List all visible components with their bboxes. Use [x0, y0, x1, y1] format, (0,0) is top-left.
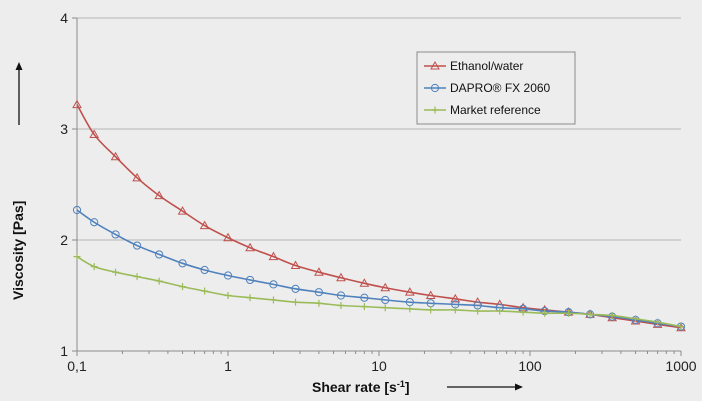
- data-point: [381, 304, 389, 312]
- data-point: [381, 295, 390, 305]
- y-tick-label: 4: [60, 10, 68, 26]
- legend-label: Ethanol/water: [450, 59, 523, 73]
- data-point: [154, 190, 165, 200]
- y-axis-title: Viscosity [Pas]: [10, 201, 26, 300]
- data-point: [292, 298, 300, 306]
- data-point: [89, 129, 100, 139]
- data-point: [179, 283, 187, 291]
- data-point: [450, 293, 461, 303]
- legend-item: DAPRO® FX 2060: [424, 81, 551, 95]
- data-point: [406, 305, 414, 313]
- data-point: [245, 275, 255, 285]
- data-point: [245, 242, 255, 252]
- data-point: [199, 220, 210, 230]
- data-point: [608, 311, 616, 319]
- data-point: [155, 250, 164, 259]
- data-point: [178, 259, 187, 268]
- data-point: [676, 322, 686, 332]
- legend-marker: [431, 106, 439, 114]
- x-tick-label: 1: [224, 358, 232, 374]
- data-point: [111, 230, 120, 239]
- series-line: [76, 209, 682, 328]
- data-point: [132, 172, 142, 182]
- data-point: [246, 294, 254, 302]
- data-point: [496, 307, 504, 315]
- data-point: [223, 271, 233, 280]
- data-point: [380, 282, 391, 292]
- data-point: [72, 99, 82, 109]
- data-point: [632, 315, 640, 323]
- y-tick-label: 2: [60, 232, 68, 248]
- data-point: [291, 284, 300, 293]
- data-point: [451, 306, 459, 314]
- x-tick-label: 1000: [665, 358, 696, 374]
- data-point: [359, 278, 370, 287]
- y-axis-arrow-icon: [15, 62, 23, 125]
- data-point: [360, 293, 369, 302]
- series-dapro-fx-2060: [72, 205, 686, 331]
- x-tick-label: 10: [371, 358, 387, 374]
- data-point: [223, 232, 233, 242]
- data-point: [200, 265, 209, 275]
- series: [72, 99, 686, 332]
- series-line: [76, 104, 682, 329]
- data-point: [73, 253, 81, 261]
- data-point: [474, 307, 482, 315]
- data-point: [177, 206, 188, 215]
- legend-item: Ethanol/water: [424, 59, 523, 73]
- legend-label: DAPRO® FX 2060: [450, 81, 551, 95]
- legend-item: Market reference: [424, 103, 541, 117]
- data-point: [268, 251, 279, 261]
- data-point: [315, 299, 323, 307]
- legend-marker: [430, 60, 440, 70]
- data-point: [269, 296, 277, 304]
- gridlines: [72, 17, 682, 356]
- data-point: [155, 277, 163, 285]
- data-point: [201, 287, 209, 295]
- y-tick-label: 1: [60, 343, 68, 359]
- data-point: [314, 267, 324, 276]
- legend-label: Market reference: [450, 103, 541, 117]
- series-line: [76, 255, 682, 328]
- data-point: [360, 303, 368, 311]
- data-point: [290, 260, 301, 270]
- data-point: [677, 323, 685, 331]
- series-market-reference: [73, 253, 685, 331]
- data-point: [336, 291, 346, 300]
- x-tick-label: 0,1: [67, 358, 87, 374]
- data-point: [654, 318, 662, 326]
- data-point: [90, 263, 98, 271]
- data-point: [519, 308, 527, 316]
- data-point: [314, 288, 324, 297]
- data-point: [541, 309, 549, 317]
- data-point: [224, 292, 232, 299]
- data-point: [565, 309, 573, 317]
- legend: Ethanol/water DAPRO® FX 2060 Market refere…: [416, 51, 576, 125]
- data-point: [269, 280, 278, 289]
- legend-marker: [430, 83, 440, 93]
- data-point: [133, 273, 141, 281]
- data-point: [112, 268, 120, 276]
- data-point: [425, 290, 436, 299]
- y-axis-title-group: Viscosity [Pas]: [10, 62, 26, 300]
- data-point: [427, 306, 435, 314]
- series-ethanol-water: [72, 99, 686, 332]
- x-tick-label: 100: [518, 358, 542, 374]
- data-point: [110, 151, 121, 161]
- x-axis-arrow-icon: [447, 383, 523, 391]
- data-point: [72, 205, 82, 215]
- data-point: [90, 218, 99, 227]
- x-axis-title-group: Shear rate [s-1]: [312, 379, 523, 395]
- x-axis-title: Shear rate [s-1]: [312, 379, 410, 395]
- data-point: [586, 310, 594, 318]
- y-tick-label: 3: [60, 121, 68, 137]
- data-point: [404, 287, 415, 296]
- data-point: [132, 241, 142, 250]
- data-point: [337, 301, 345, 309]
- data-point: [336, 272, 346, 282]
- axes: [76, 18, 681, 352]
